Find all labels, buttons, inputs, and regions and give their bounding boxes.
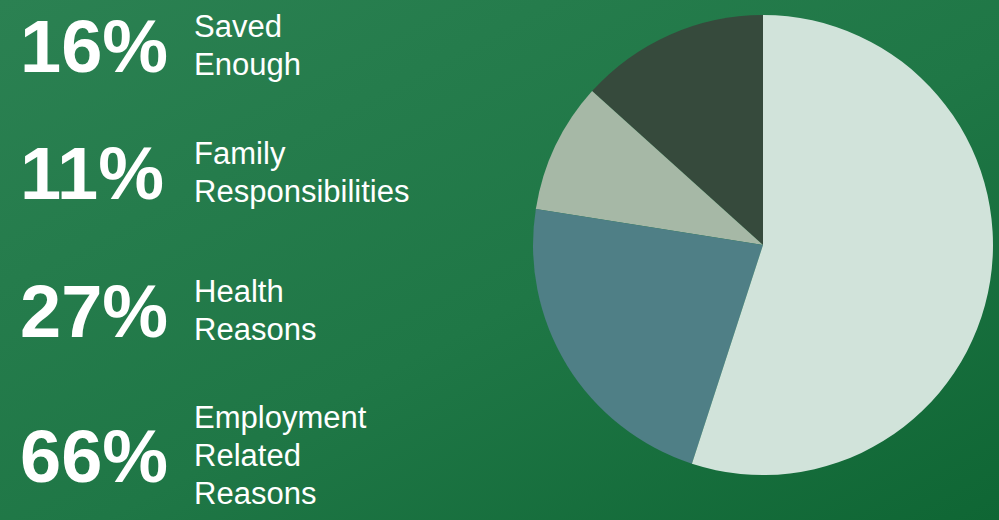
value-label: 16% <box>20 5 168 88</box>
labels: 16% 11% 27% 66% SavedEnough FamilyResponsibil… <box>20 5 410 511</box>
value-label: 66% <box>20 415 168 498</box>
background <box>0 0 999 520</box>
category-label: HealthReasons <box>194 274 316 347</box>
category-label: FamilyResponsibilities <box>194 136 409 209</box>
category-label: EmploymentRelatedReasons <box>194 400 367 511</box>
value-label: 27% <box>20 270 168 353</box>
slice <box>692 15 993 475</box>
category-label: SavedEnough <box>194 9 301 82</box>
pie <box>533 15 993 475</box>
value-label: 11% <box>20 132 164 215</box>
chart: 16% 11% 27% 66% SavedEnough FamilyResponsibil… <box>0 0 999 520</box>
